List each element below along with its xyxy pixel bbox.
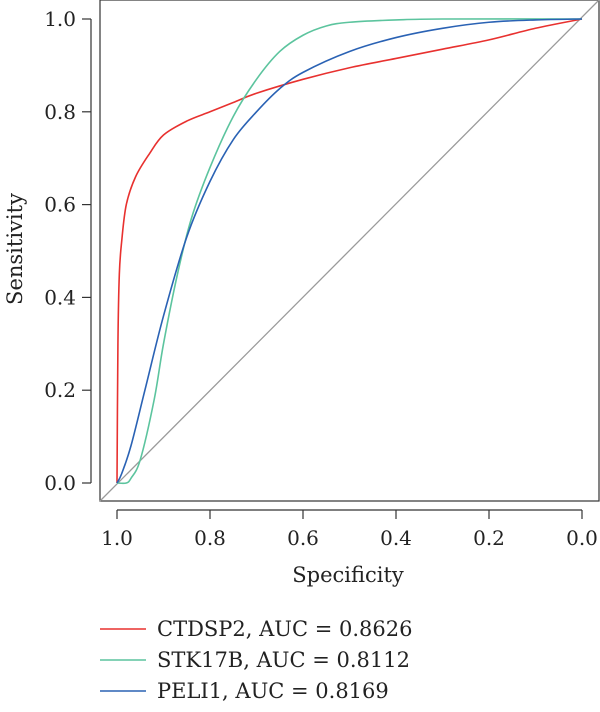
legend-label: PELI1, AUC = 0.8169 [157, 679, 389, 703]
y-tick-label: 0.0 [44, 471, 76, 495]
x-tick-label: 0.2 [473, 526, 505, 550]
y-axis: 0.0 0.2 0.4 0.6 0.8 1.0 [44, 7, 92, 495]
x-tick-label: 0.6 [287, 526, 319, 550]
x-tick-label: 0.4 [380, 526, 412, 550]
legend-label: STK17B, AUC = 0.8112 [157, 648, 410, 672]
plot-frame [99, 0, 600, 502]
y-tick-label: 0.4 [44, 285, 76, 309]
legend: CTDSP2, AUC = 0.8626 STK17B, AUC = 0.8112… [100, 617, 413, 703]
y-tick-label: 0.6 [44, 193, 76, 217]
y-tick-label: 1.0 [44, 7, 76, 31]
roc-curves [116, 18, 583, 485]
x-axis-title: Specificity [292, 563, 404, 587]
reference-diagonal [99, 0, 600, 502]
y-axis-title: Sensitivity [3, 193, 27, 305]
x-tick-label: 0.8 [194, 526, 226, 550]
roc-curve-peli1 [116, 18, 583, 484]
y-tick-label: 0.2 [44, 378, 76, 402]
x-axis: 1.0 0.8 0.6 0.4 0.2 0.0 [101, 509, 598, 550]
roc-curve-ctdsp2 [116, 18, 583, 484]
y-tick-label: 0.8 [44, 100, 76, 124]
x-tick-label: 0.0 [566, 526, 598, 550]
roc-curve-stk17b [116, 18, 583, 485]
x-tick-label: 1.0 [101, 526, 133, 550]
legend-label: CTDSP2, AUC = 0.8626 [157, 617, 413, 641]
